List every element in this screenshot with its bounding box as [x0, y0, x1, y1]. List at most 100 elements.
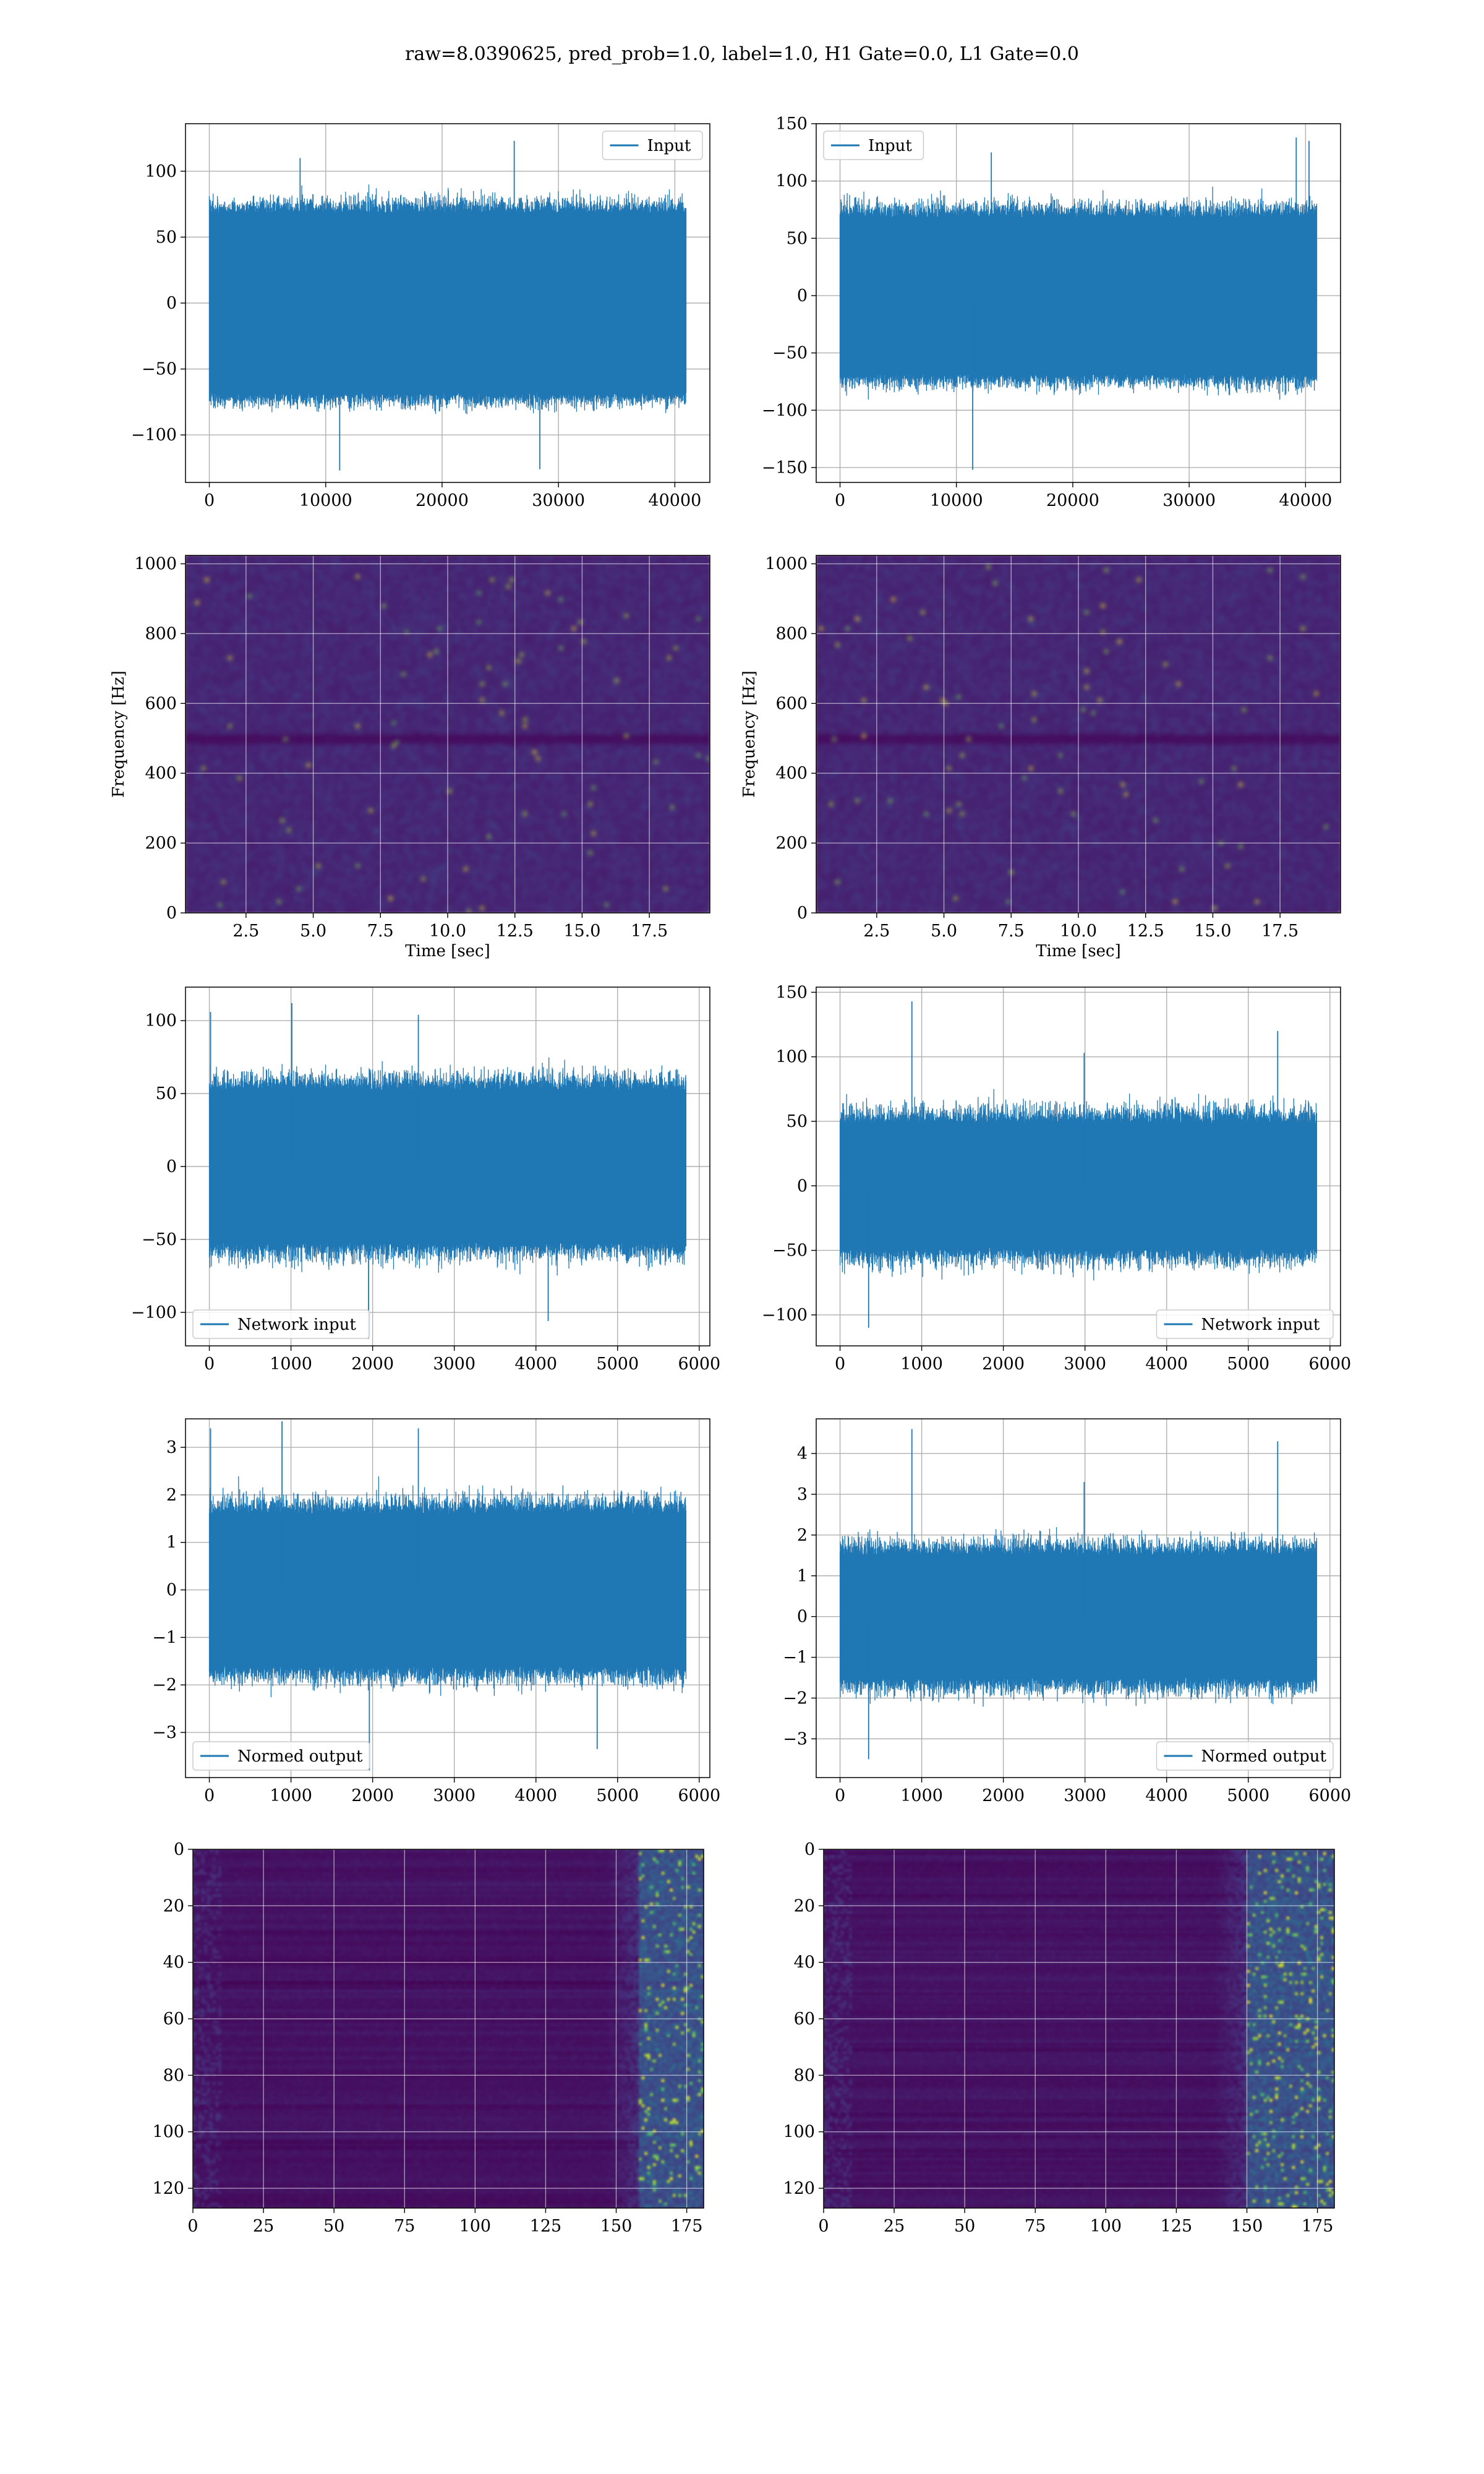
x-tick-label: 4000	[514, 1786, 557, 1805]
x-tick-label: 0	[818, 2217, 829, 2236]
r3c2-legend: Network input	[1156, 1309, 1334, 1339]
r4c2-svg: 0 1000 2000 3000 4000 5000 6000 −3 −2 −1 0 1 2 3 4 Norm…	[783, 1418, 1351, 1805]
r4c2-legend: Normed output	[1156, 1741, 1334, 1771]
legend-box	[1156, 1309, 1334, 1339]
r1c1-svg: 0 10000 20000 30000 40000 −100 −50 0 50 100 Input	[131, 123, 710, 510]
y-tick-label: −50	[142, 1230, 177, 1249]
y-tick-label: −50	[142, 360, 177, 379]
x-tick-label: 2000	[982, 1355, 1025, 1374]
r1c1-legend: Input	[602, 131, 703, 160]
x-tick-label: 6000	[678, 1355, 720, 1374]
x-tick-label: 20000	[416, 491, 469, 510]
x-tick-label: 15.0	[563, 922, 600, 941]
x-tick-label: 2000	[351, 1355, 394, 1374]
x-tick-label: 17.5	[631, 922, 668, 941]
r5c2-svg: 0 25 50 75 100 125 150 175 0 20 40 60 80 100 120	[783, 1840, 1335, 2236]
legend-label: Input	[647, 137, 691, 155]
r2c1-svg: 2.5 5.0 7.5 10.0 12.5 15.0 17.5 0 200 400 600 800 10…	[109, 555, 710, 961]
legend-box	[602, 131, 703, 160]
y-tick-label: 50	[787, 229, 808, 248]
x-tick-label: 5.0	[300, 922, 326, 941]
x-tick-label: 50	[323, 2217, 344, 2236]
x-axis-label: Time [sec]	[1036, 942, 1121, 961]
legend-label: Network input	[237, 1316, 356, 1334]
x-tick-label: 5000	[1227, 1355, 1269, 1374]
y-tick-label: 2	[166, 1486, 177, 1505]
y-tick-label: 100	[783, 2123, 815, 2142]
r3c1-svg: 0 1000 2000 3000 4000 5000 6000 −100 −50 0 50 100 Ne…	[131, 987, 720, 1374]
x-tick-label: 150	[1231, 2217, 1263, 2236]
r5c1-grid	[193, 1849, 704, 2208]
y-tick-label: 3	[166, 1438, 177, 1457]
x-tick-label: 2000	[982, 1786, 1025, 1805]
y-tick-label: 1	[797, 1567, 808, 1586]
x-tick-label: 5000	[596, 1355, 639, 1374]
y-tick-label: 800	[775, 624, 808, 643]
y-tick-label: 1000	[765, 555, 808, 574]
x-tick-label: 50	[954, 2217, 975, 2236]
x-tick-label: 75	[394, 2217, 415, 2236]
legend-label: Network input	[1201, 1316, 1320, 1334]
r5c2-axes-frame	[823, 1849, 1335, 2209]
plot-network-input-right: 0 1000 2000 3000 4000 5000 6000 −100 −50 0 50 100 15…	[730, 981, 1353, 1402]
y-tick-label: 60	[163, 2010, 184, 2029]
r5c2-heatmap-image	[824, 1849, 1334, 2208]
r4c2-axes-frame	[816, 1418, 1341, 1778]
r4c1-axes-frame	[185, 1418, 710, 1778]
x-tick-label: 10.0	[1060, 922, 1097, 941]
x-tick-label: 7.5	[998, 922, 1025, 941]
legend-label: Normed output	[1201, 1747, 1327, 1766]
y-tick-label: −50	[772, 1241, 808, 1261]
x-tick-label: 0	[204, 1355, 215, 1374]
x-tick-label: 150	[600, 2217, 633, 2236]
y-tick-label: 80	[163, 2066, 184, 2085]
legend-box	[192, 1741, 370, 1771]
heatmap-features-right: 0 25 50 75 100 125 150 175 0 20 40 60 80 100 120	[737, 1840, 1347, 2264]
y-tick-label: −100	[762, 1306, 808, 1325]
x-tick-label: 10.0	[429, 922, 466, 941]
y-tick-label: 80	[794, 2066, 815, 2085]
x-tick-label: 5000	[596, 1786, 639, 1805]
legend-box	[192, 1309, 370, 1339]
x-tick-label: 6000	[1308, 1355, 1351, 1374]
heatmap-features-left: 0 25 50 75 100 125 150 175 0 20 40 60 80 100 120	[106, 1840, 716, 2264]
x-tick-label: 0	[204, 1786, 215, 1805]
y-tick-label: −100	[131, 1303, 177, 1322]
x-tick-label: 25	[253, 2217, 274, 2236]
x-tick-label: 40000	[648, 491, 701, 510]
x-tick-label: 2.5	[863, 922, 890, 941]
x-tick-label: 20000	[1046, 491, 1099, 510]
legend-box	[823, 131, 924, 160]
x-tick-label: 125	[1161, 2217, 1193, 2236]
x-tick-label: 100	[1090, 2217, 1122, 2236]
x-tick-label: 12.5	[497, 922, 534, 941]
x-tick-label: 4000	[1145, 1786, 1188, 1805]
plot-network-input-left: 0 1000 2000 3000 4000 5000 6000 −100 −50 0 50 100 Ne…	[99, 981, 722, 1402]
y-tick-label: −3	[152, 1723, 177, 1742]
x-tick-label: 3000	[1064, 1355, 1106, 1374]
r3c2-signal-core	[840, 1124, 1317, 1248]
x-tick-label: 30000	[1162, 491, 1216, 510]
y-tick-label: 0	[166, 294, 177, 313]
x-tick-label: 0	[204, 491, 215, 510]
y-tick-label: 150	[775, 114, 808, 134]
x-tick-label: 100	[459, 2217, 492, 2236]
r4c1-signal-core	[209, 1513, 686, 1666]
legend-label: Normed output	[237, 1747, 363, 1766]
x-tick-label: 175	[671, 2217, 703, 2236]
x-tick-label: 1000	[270, 1786, 312, 1805]
y-tick-label: −2	[152, 1676, 177, 1695]
legend-label: Input	[868, 137, 912, 155]
x-tick-label: 25	[884, 2217, 905, 2236]
x-tick-label: 0	[835, 1355, 845, 1374]
y-tick-label: 1	[166, 1533, 177, 1552]
r1c1-signal-core	[209, 213, 686, 393]
x-tick-label: 2000	[351, 1786, 394, 1805]
y-tick-label: 400	[775, 764, 808, 783]
spectrogram-right: 2.5 5.0 7.5 10.0 12.5 15.0 17.5 0 200 400 600 800 10…	[730, 549, 1353, 969]
r5c1-heatmap-image	[193, 1849, 704, 2208]
plot-input-left: 0 10000 20000 30000 40000 −100 −50 0 50 100 Input	[99, 118, 722, 538]
y-tick-label: −3	[783, 1729, 808, 1748]
x-tick-label: 5.0	[931, 922, 957, 941]
y-tick-label: 0	[174, 1840, 184, 1859]
